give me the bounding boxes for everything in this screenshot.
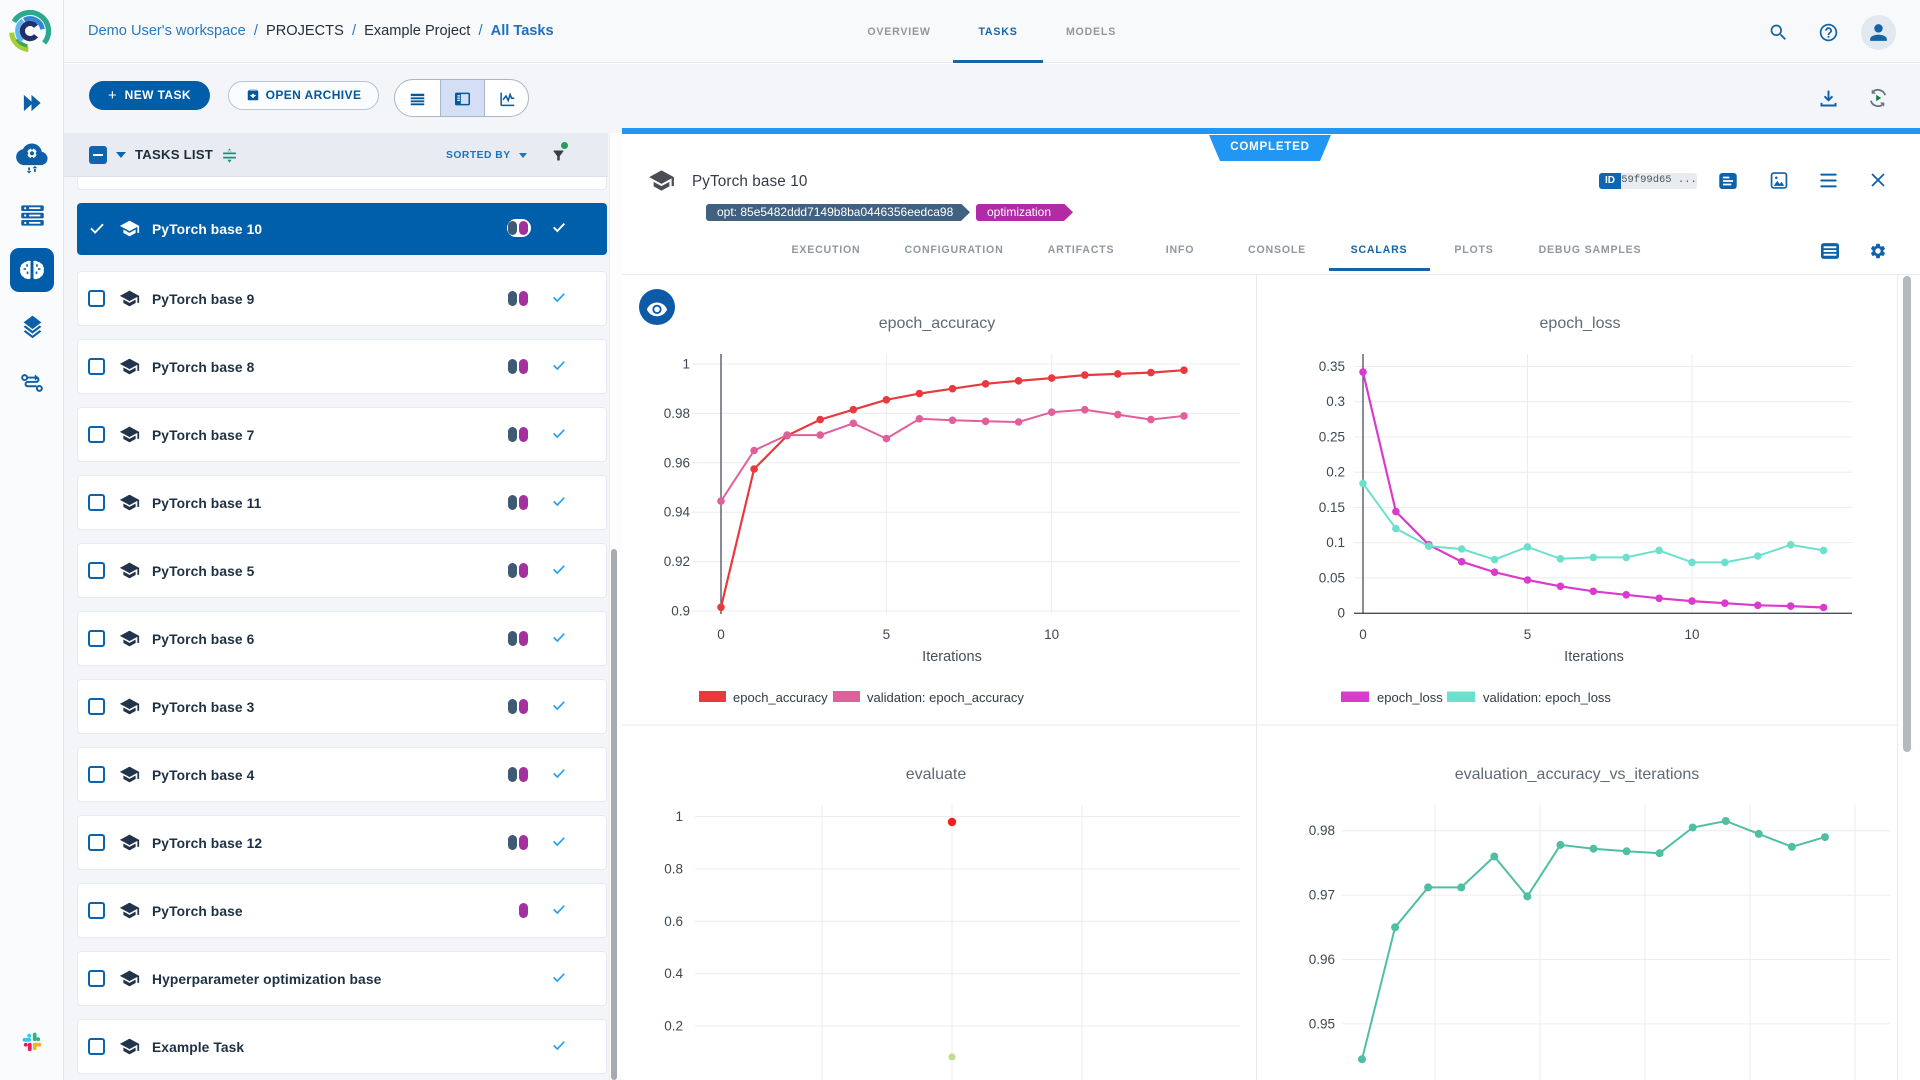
- svg-text:0.05: 0.05: [1319, 570, 1345, 585]
- svg-text:0.96: 0.96: [664, 455, 690, 470]
- svg-text:0.15: 0.15: [1319, 500, 1345, 515]
- svg-text:0.2: 0.2: [664, 1019, 683, 1034]
- svg-text:0.9: 0.9: [671, 604, 690, 619]
- svg-text:epoch_loss: epoch_loss: [1540, 315, 1621, 332]
- svg-text:5: 5: [883, 627, 891, 642]
- svg-text:5: 5: [1524, 627, 1532, 642]
- svg-text:0.94: 0.94: [664, 505, 691, 520]
- svg-text:Iterations: Iterations: [922, 649, 982, 665]
- svg-text:Iterations: Iterations: [1564, 649, 1624, 665]
- svg-text:validation: epoch_accuracy: validation: epoch_accuracy: [867, 690, 1024, 705]
- svg-text:0.3: 0.3: [1326, 394, 1345, 409]
- svg-text:0.97: 0.97: [1309, 888, 1335, 903]
- svg-text:evaluation_accuracy_vs_iterati: evaluation_accuracy_vs_iterations: [1455, 766, 1700, 783]
- svg-text:0: 0: [1337, 606, 1345, 621]
- svg-text:epoch_accuracy: epoch_accuracy: [733, 690, 828, 705]
- svg-text:validation: epoch_loss: validation: epoch_loss: [1483, 690, 1611, 705]
- svg-text:epoch_accuracy: epoch_accuracy: [879, 315, 996, 332]
- svg-text:1: 1: [682, 357, 690, 372]
- svg-text:0.35: 0.35: [1319, 359, 1345, 374]
- svg-text:0: 0: [1359, 627, 1367, 642]
- svg-text:0: 0: [717, 627, 725, 642]
- svg-text:0.8: 0.8: [664, 861, 683, 876]
- svg-text:0.96: 0.96: [1309, 952, 1335, 967]
- svg-text:10: 10: [1044, 627, 1059, 642]
- svg-text:epoch_loss: epoch_loss: [1377, 690, 1443, 705]
- svg-text:0.2: 0.2: [1326, 465, 1345, 480]
- svg-text:0.6: 0.6: [664, 914, 683, 929]
- svg-text:evaluate: evaluate: [906, 766, 967, 783]
- svg-text:0.1: 0.1: [1326, 535, 1345, 550]
- svg-text:0.98: 0.98: [664, 406, 690, 421]
- svg-text:0.95: 0.95: [1309, 1016, 1335, 1031]
- svg-text:0.4: 0.4: [664, 966, 683, 981]
- svg-text:1: 1: [675, 809, 683, 824]
- svg-text:0.98: 0.98: [1309, 823, 1335, 838]
- svg-text:0.92: 0.92: [664, 554, 690, 569]
- svg-text:10: 10: [1684, 627, 1699, 642]
- svg-text:0.25: 0.25: [1319, 430, 1345, 445]
